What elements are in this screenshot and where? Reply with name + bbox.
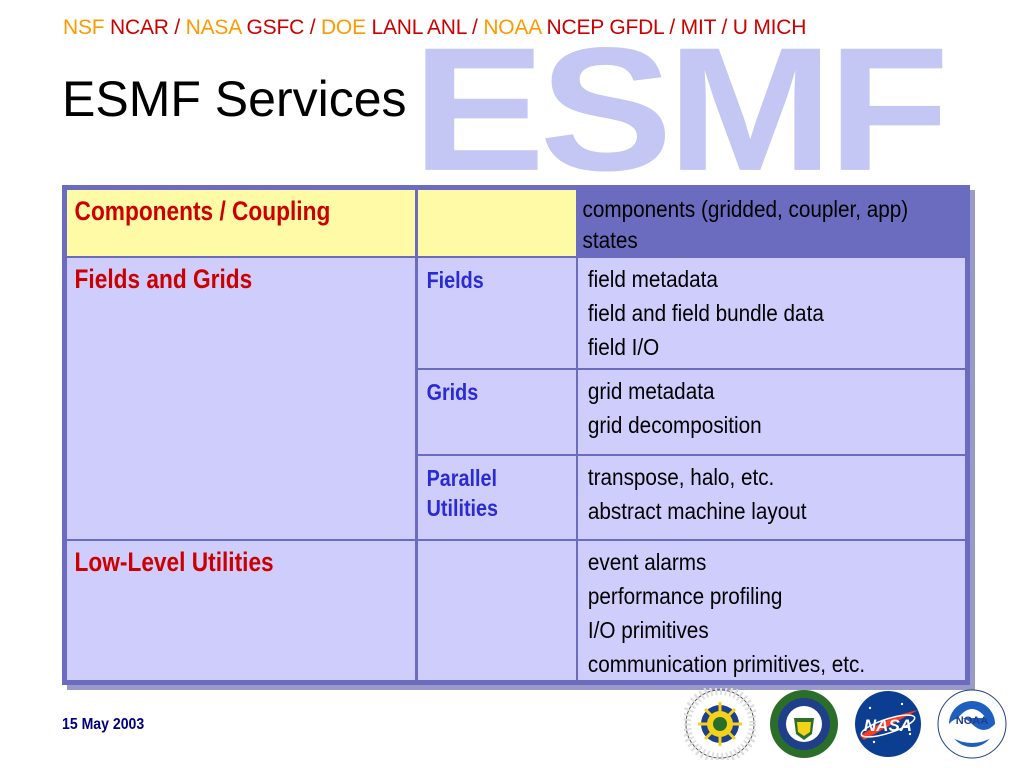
category-label: Components / Coupling	[74, 196, 331, 226]
description-cell: field metadata field and field bundle da…	[578, 258, 965, 368]
subcategory-cell-empty	[418, 190, 576, 256]
table-row-low-level: Low-Level Utilities event alarms perform…	[67, 541, 965, 680]
description-item: event alarms	[587, 549, 707, 575]
header-lanl-anl: LANL ANL /	[365, 16, 484, 39]
description-item: grid metadata	[587, 378, 715, 404]
description-column: field metadata field and field bundle da…	[578, 258, 965, 539]
category-label: Low-Level Utilities	[74, 547, 274, 577]
header-doe: DOE	[320, 16, 366, 39]
svg-text:NOAA: NOAA	[956, 715, 988, 727]
esmf-watermark: ESMF	[412, 11, 950, 208]
sponsor-logos: NASA NOAA	[684, 688, 1007, 760]
svg-text:NASA: NASA	[864, 716, 912, 735]
header-noaa: NOAA	[483, 16, 541, 39]
category-label: Fields and Grids	[74, 264, 253, 294]
sponsor-header: NSF NCAR / NASA GSFC / DOE LANL ANL / NO…	[63, 16, 806, 40]
description-item: field metadata	[587, 266, 718, 292]
subcategory-cell-fields: Fields	[418, 258, 576, 368]
subcategory-label: Fields	[426, 267, 484, 293]
header-ncep-gfdl-mit-umich: NCEP GFDL / MIT / U MICH	[540, 16, 807, 39]
subcategory-label: Parallel Utilities	[426, 465, 499, 521]
header-gsfc: GSFC /	[240, 16, 321, 39]
nsf-logo	[684, 688, 756, 760]
category-cell: Low-Level Utilities	[67, 541, 415, 680]
slide-title: ESMF Services	[62, 71, 407, 127]
description-cell: grid metadata grid decomposition	[578, 370, 965, 454]
table-row-fields-grids: Fields and Grids Fields Grids Parallel U…	[67, 258, 965, 539]
table-row-components: Components / Coupling components (gridde…	[67, 190, 965, 256]
subcategory-cell-parallel: Parallel Utilities	[418, 456, 576, 539]
header-nsf: NSF	[63, 16, 105, 39]
description-list: components (gridded, coupler, app) state…	[578, 190, 926, 256]
description-cell: transpose, halo, etc. abstract machine l…	[578, 456, 965, 539]
nasa-logo: NASA	[855, 691, 921, 757]
description-item: field and field bundle data	[587, 300, 824, 326]
row-divider	[418, 368, 965, 370]
description-item: field I/O	[587, 334, 660, 360]
description-item: components (gridded, coupler, app)	[582, 196, 909, 222]
subcategory-cell-empty	[418, 541, 576, 680]
category-cell: Components / Coupling	[67, 190, 415, 256]
subcategory-label: Grids	[426, 379, 479, 405]
subcategory-column: Fields Grids Parallel Utilities	[418, 258, 576, 539]
description-list: grid metadata grid decomposition	[578, 370, 926, 442]
row-divider	[418, 454, 965, 456]
description-cell: components (gridded, coupler, app) state…	[578, 190, 965, 256]
header-nasa: NASA	[185, 16, 241, 39]
description-item: states	[582, 227, 638, 253]
description-item: abstract machine layout	[587, 498, 807, 524]
description-list: field metadata field and field bundle da…	[578, 258, 926, 364]
description-item: grid decomposition	[587, 412, 762, 438]
description-item: transpose, halo, etc.	[587, 464, 775, 490]
doe-logo	[770, 690, 838, 758]
description-cell: event alarms performance profiling I/O p…	[578, 541, 965, 680]
footer-date: 15 May 2003	[62, 716, 145, 733]
description-item: performance profiling	[587, 583, 783, 609]
category-cell: Fields and Grids	[67, 258, 415, 539]
subcategory-cell-grids: Grids	[418, 370, 576, 454]
description-item: communication primitives, etc.	[587, 651, 866, 677]
description-item: I/O primitives	[587, 617, 709, 643]
noaa-logo: NOAA	[937, 689, 1007, 759]
description-list: event alarms performance profiling I/O p…	[578, 541, 926, 681]
description-list: transpose, halo, etc. abstract machine l…	[578, 456, 926, 528]
header-ncar: NCAR /	[104, 16, 186, 39]
services-table: Components / Coupling components (gridde…	[62, 185, 970, 685]
